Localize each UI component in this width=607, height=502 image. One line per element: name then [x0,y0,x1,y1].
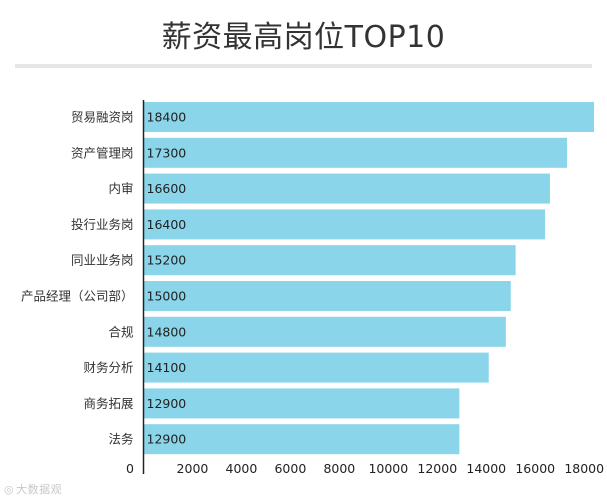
category-label: 内审 [108,181,133,196]
watermark: ◎ 大数据观 [4,481,62,497]
data-label: 16600 [147,181,187,196]
category-label: 同业业务岗 [71,253,134,268]
category-label: 法务 [108,432,133,447]
category-label: 商务拓展 [83,396,133,411]
bar [143,388,460,419]
x-tick-label: 18000 [564,461,604,476]
data-label: 16400 [147,217,187,232]
data-label: 12900 [147,396,187,411]
data-label: 15000 [147,289,187,304]
data-label: 14100 [147,360,187,375]
bar [143,281,511,311]
chart-title: 薪资最高岗位TOP10 [161,20,446,55]
data-label: 12900 [147,432,187,447]
category-label: 贸易融资岗 [71,110,134,125]
bar [143,102,594,132]
x-tick-label: 12000 [417,461,457,476]
bar [143,137,568,168]
bar [143,316,506,347]
category-label: 合规 [108,324,133,339]
data-label: 18400 [147,110,187,125]
x-tick-label: 8000 [323,461,355,476]
bar [143,424,460,455]
category-label: 产品经理（公司部） [21,289,134,304]
bar [143,173,550,204]
data-label: 17300 [147,145,187,160]
x-tick-label: 16000 [515,461,555,476]
category-label: 财务分析 [83,360,133,375]
x-tick-label: 2000 [177,461,209,476]
watermark-text: 大数据观 [16,483,63,496]
category-label: 资产管理岗 [71,145,134,160]
x-tick-label: 0 [126,461,134,476]
bar [143,352,489,383]
category-label: 投行业务岗 [71,217,134,232]
data-label: 15200 [147,253,187,268]
wechat-icon: ◎ [4,483,15,496]
bar [143,245,516,276]
title-divider [15,64,592,68]
bar [143,209,546,240]
x-tick-label: 10000 [368,461,408,476]
data-label: 14800 [147,324,187,339]
x-tick-label: 14000 [466,461,506,476]
x-tick-label: 6000 [274,461,306,476]
x-tick-label: 4000 [226,461,258,476]
